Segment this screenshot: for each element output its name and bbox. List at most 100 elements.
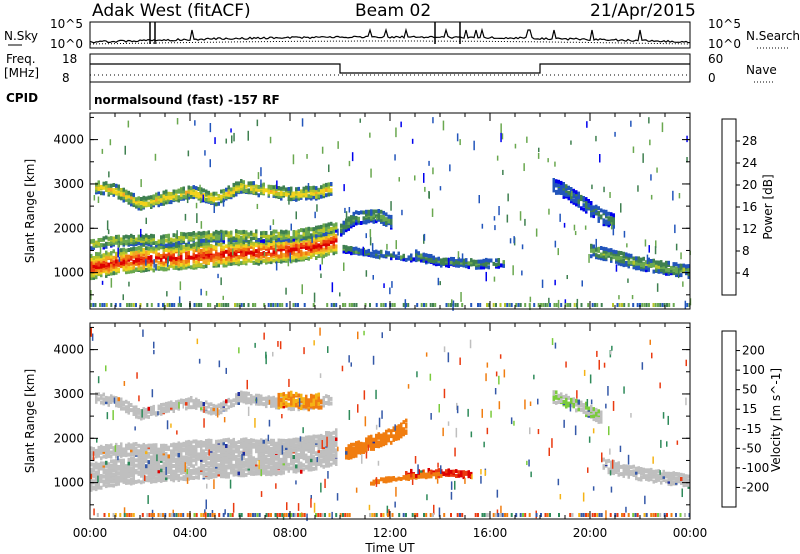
velocity-cell xyxy=(127,471,130,476)
velocity-cell xyxy=(125,472,128,476)
power-cell xyxy=(172,249,175,254)
power-cell xyxy=(250,252,253,257)
power-cell xyxy=(247,247,250,252)
velocity-cell xyxy=(105,400,108,405)
velocity-cell xyxy=(207,402,210,407)
velocity-cell xyxy=(240,440,243,445)
power-scatter xyxy=(194,120,196,126)
power-cell xyxy=(197,257,200,261)
power-cell xyxy=(342,244,345,249)
power-cell xyxy=(192,263,195,268)
velocity-cell xyxy=(227,474,230,479)
power-cell xyxy=(175,237,178,242)
power-cell xyxy=(297,240,300,245)
power-scatter xyxy=(620,203,622,213)
power-scatter xyxy=(362,246,364,256)
power-cell xyxy=(290,259,293,264)
power-cell xyxy=(175,196,178,201)
velocity-cell xyxy=(270,461,273,466)
power-cell xyxy=(205,197,208,202)
power-cell xyxy=(292,237,295,242)
power-cell xyxy=(140,197,143,201)
power-scatter xyxy=(199,197,202,204)
velocity-cell xyxy=(107,444,110,449)
power-clutter xyxy=(528,303,531,307)
power-cell xyxy=(177,188,180,193)
power-scatter xyxy=(107,229,110,235)
power-cell xyxy=(152,234,155,239)
velocity-cell xyxy=(110,476,113,481)
velocity-cell xyxy=(132,405,135,410)
power-cell xyxy=(222,191,225,195)
velocity-cell xyxy=(110,459,113,464)
power-cell xyxy=(137,263,140,268)
power-scatter xyxy=(122,294,124,301)
power-cell xyxy=(202,258,205,263)
velocity-cell xyxy=(217,409,220,414)
power-clutter xyxy=(461,303,464,307)
velocity-cell xyxy=(257,395,260,400)
power-cell xyxy=(270,252,273,257)
power-cell xyxy=(605,247,608,252)
velocity-cell xyxy=(335,430,338,435)
velocity-cell xyxy=(275,450,278,455)
velocity-cell xyxy=(257,457,260,461)
velocity-cell xyxy=(212,410,215,415)
power-cell xyxy=(570,187,573,191)
velocity-cell xyxy=(232,403,235,408)
power-cell xyxy=(160,198,163,203)
power-cell xyxy=(205,237,208,241)
power-cell xyxy=(215,229,218,234)
velocity-cell xyxy=(242,444,245,449)
velocity-cell xyxy=(162,477,165,482)
power-cell xyxy=(382,222,385,226)
velocity-cell xyxy=(325,401,328,405)
power-cell xyxy=(270,239,273,244)
velocity-cell xyxy=(115,467,118,472)
velocity-cell xyxy=(110,454,113,459)
velocity-cell xyxy=(135,463,138,468)
velocity-cell xyxy=(290,459,293,463)
velocity-cell xyxy=(247,451,250,456)
power-cell xyxy=(130,261,133,266)
power-cell xyxy=(225,195,228,199)
power-clutter xyxy=(166,303,169,307)
velocity-cell xyxy=(140,413,143,418)
power-cell xyxy=(120,261,123,266)
power-scatter xyxy=(93,195,96,201)
power-cell xyxy=(277,247,280,252)
power-cell xyxy=(497,264,500,269)
power-cell xyxy=(142,242,145,247)
velocity-cell xyxy=(222,444,225,449)
power-cell xyxy=(125,234,128,239)
velocity-cell xyxy=(200,443,203,448)
velocity-cell xyxy=(272,471,275,476)
power-cell xyxy=(197,231,200,236)
power-cell xyxy=(317,246,320,251)
power-scatter xyxy=(524,218,526,226)
velocity-cell xyxy=(102,470,105,475)
power-cell xyxy=(252,252,255,256)
velocity-cell xyxy=(180,442,183,447)
power-cell xyxy=(555,181,558,186)
power-scatter xyxy=(222,295,224,300)
power-cell xyxy=(305,196,308,201)
power-scatter xyxy=(573,224,576,231)
power-cell xyxy=(627,264,630,269)
power-clutter xyxy=(587,303,590,307)
power-cell xyxy=(237,259,240,264)
power-cell xyxy=(110,240,113,245)
power-cell xyxy=(107,255,110,259)
power-cell xyxy=(222,238,225,243)
velocity-cell xyxy=(227,446,230,451)
power-cell xyxy=(122,187,125,192)
power-cell xyxy=(500,263,503,268)
power-cell xyxy=(117,186,120,191)
power-scatter xyxy=(155,263,157,271)
velocity-cell xyxy=(110,394,113,399)
velocity-cell xyxy=(255,460,258,465)
velocity-cell xyxy=(295,469,298,474)
power-cell xyxy=(205,192,208,197)
power-cell xyxy=(240,252,243,257)
power-cell xyxy=(355,218,358,223)
